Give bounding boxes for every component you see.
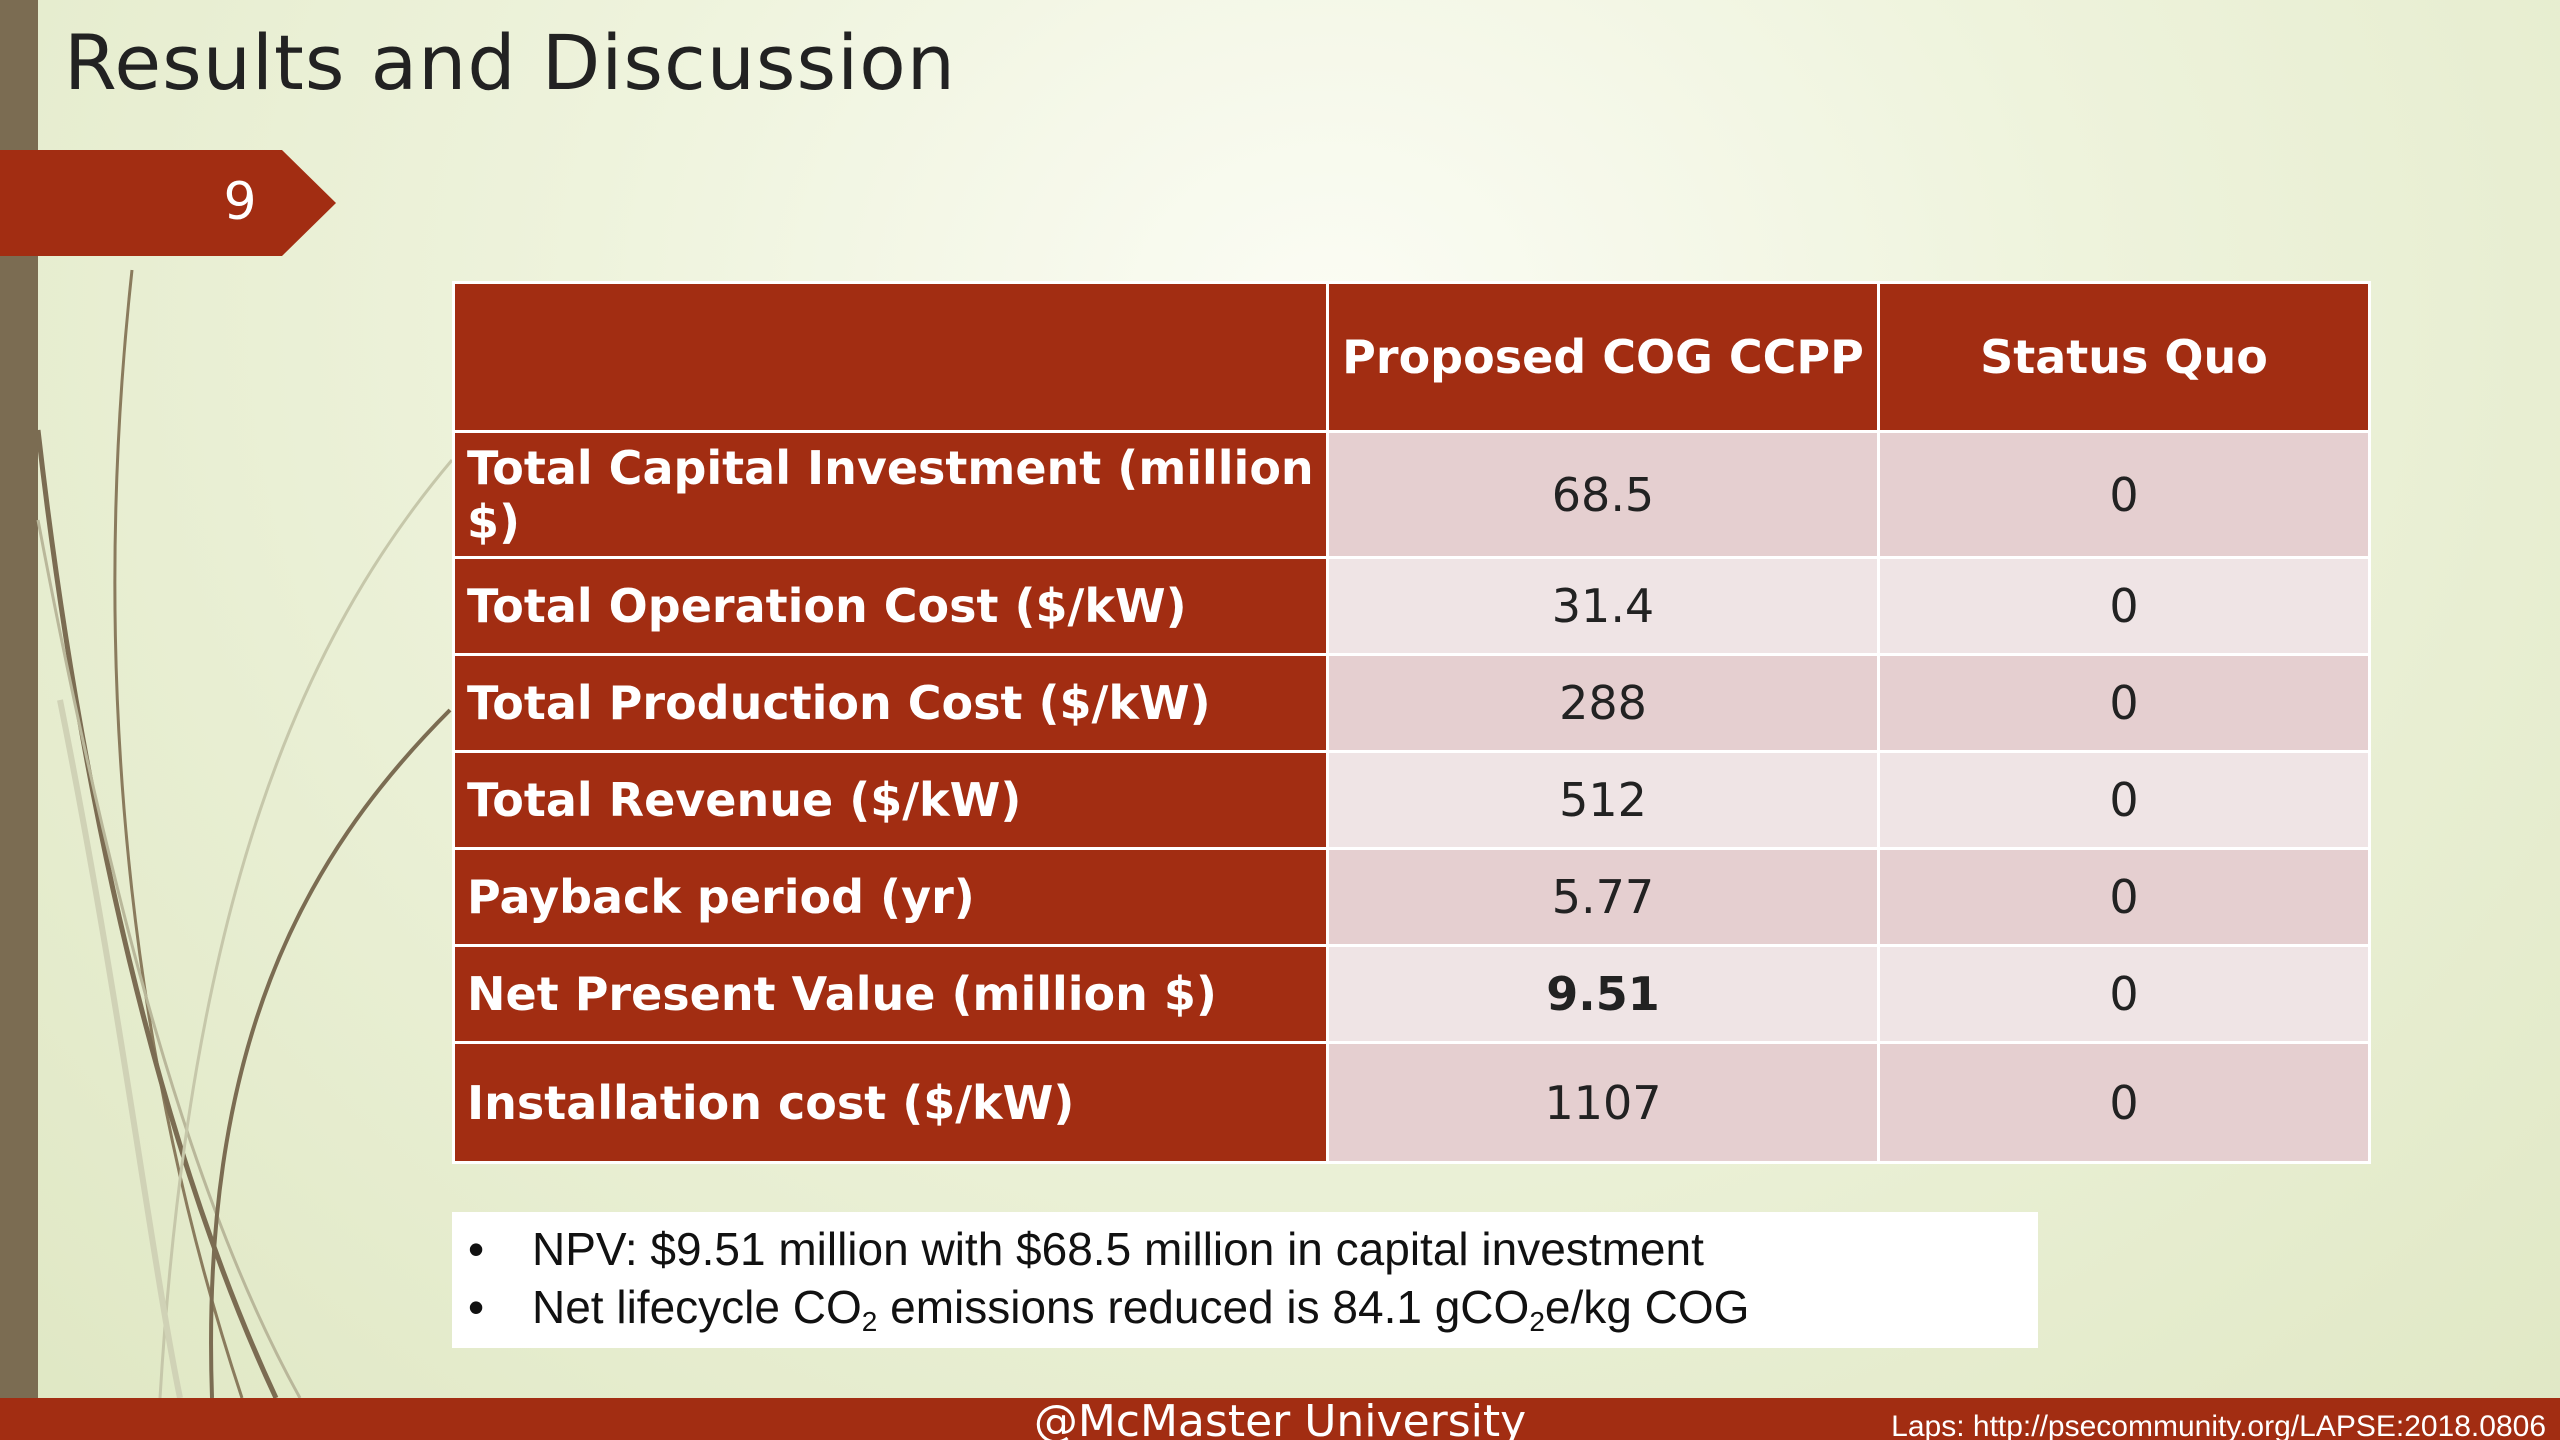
row-label: Total Capital Investment (million $): [452, 430, 1329, 559]
note-co2-sub2: 2: [1529, 1306, 1545, 1337]
row-label: Total Revenue ($/kW): [452, 750, 1329, 850]
row-label: Installation cost ($/kW): [452, 1041, 1329, 1164]
note-npv: NPV: $9.51 million with $68.5 million in…: [452, 1220, 2038, 1278]
proposed-value: 512: [1326, 750, 1880, 850]
row-label: Total Operation Cost ($/kW): [452, 556, 1329, 656]
status-quo-value: 0: [1877, 944, 2371, 1044]
header-status-quo: Status Quo: [1877, 281, 2371, 433]
slide-title: Results and Discussion: [64, 18, 956, 107]
table-row: Payback period (yr) 5.77 0: [452, 847, 2371, 947]
table-row: Total Operation Cost ($/kW) 31.4 0: [452, 556, 2371, 656]
proposed-value: 5.77: [1326, 847, 1880, 947]
row-label: Total Production Cost ($/kW): [452, 653, 1329, 753]
note-co2-part1: Net lifecycle CO: [532, 1281, 862, 1333]
proposed-value: 288: [1326, 653, 1880, 753]
summary-notes: NPV: $9.51 million with $68.5 million in…: [452, 1212, 2038, 1348]
note-co2-part2: emissions reduced is 84.1 gCO: [877, 1281, 1530, 1333]
footer-affiliation: @McMaster University: [1033, 1398, 1527, 1440]
status-quo-value: 0: [1877, 430, 2371, 559]
row-label: Payback period (yr): [452, 847, 1329, 947]
table-row: Total Revenue ($/kW) 512 0: [452, 750, 2371, 850]
proposed-value: 31.4: [1326, 556, 1880, 656]
note-co2-part3: e/kg COG: [1544, 1281, 1750, 1333]
table-row: Total Capital Investment (million $) 68.…: [452, 430, 2371, 559]
status-quo-value: 0: [1877, 653, 2371, 753]
status-quo-value: 0: [1877, 750, 2371, 850]
results-table: Proposed COG CCPP Status Quo Total Capit…: [452, 281, 2371, 1164]
status-quo-value: 0: [1877, 556, 2371, 656]
slide-number: 9: [223, 172, 257, 232]
note-npv-text: NPV: $9.51 million with $68.5 million in…: [532, 1223, 1704, 1275]
proposed-value: 9.51: [1326, 944, 1880, 1044]
note-co2-sub1: 2: [861, 1306, 878, 1337]
header-blank: [452, 281, 1329, 433]
table-row: Installation cost ($/kW) 1107 0: [452, 1041, 2371, 1164]
footer-link: Laps: http://psecommunity.org/LAPSE:2018…: [1891, 1410, 2546, 1440]
slide-number-tab: [0, 150, 336, 256]
footer-bar: @McMaster University Laps: http://psecom…: [0, 1398, 2560, 1440]
row-label: Net Present Value (million $): [452, 944, 1329, 1044]
table-row: Total Production Cost ($/kW) 288 0: [452, 653, 2371, 753]
note-co2: Net lifecycle CO2 emissions reduced is 8…: [452, 1278, 2038, 1336]
table-header-row: Proposed COG CCPP Status Quo: [452, 281, 2371, 433]
proposed-value: 1107: [1326, 1041, 1880, 1164]
proposed-value: 68.5: [1326, 430, 1880, 559]
decorative-curves: [35, 269, 454, 1400]
header-proposed: Proposed COG CCPP: [1326, 281, 1880, 433]
table-row: Net Present Value (million $) 9.51 0: [452, 944, 2371, 1044]
status-quo-value: 0: [1877, 1041, 2371, 1164]
status-quo-value: 0: [1877, 847, 2371, 947]
